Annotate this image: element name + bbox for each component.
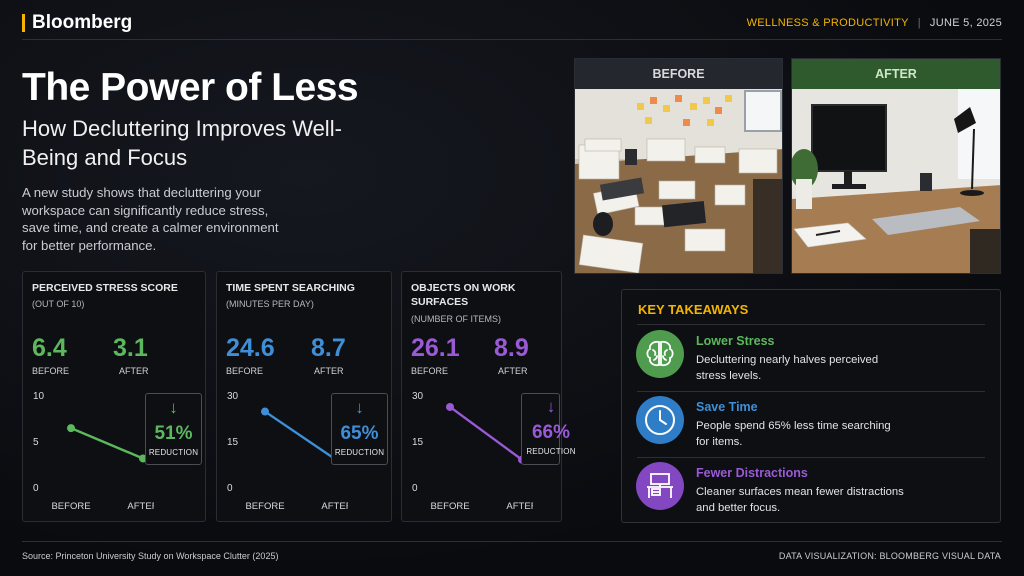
category-label[interactable]: WELLNESS & PRODUCTIVITY <box>746 17 909 29</box>
takeaway-heading: Fewer Distractions <box>696 466 808 480</box>
after-value: 3.1 <box>113 334 148 362</box>
publish-date: JUNE 5, 2025 <box>929 17 1002 29</box>
reduction-label: REDUCTION <box>334 448 385 457</box>
x-tick-label: AFTER <box>506 501 533 512</box>
before-caption: BEFORE <box>226 366 264 376</box>
header-meta: WELLNESS & PRODUCTIVITY | JUNE 5, 2025 <box>747 17 1002 29</box>
data-point <box>67 424 75 433</box>
reduction-label: REDUCTION <box>526 447 576 456</box>
card-unit: (MINUTES PER DAY) <box>226 299 314 309</box>
reduction-label: REDUCTION <box>148 448 199 457</box>
data-point <box>261 407 269 416</box>
before-photo-panel: BEFORE <box>574 58 783 274</box>
takeaway-heading: Save Time <box>696 400 758 414</box>
top-bar: Bloomberg WELLNESS & PRODUCTIVITY | JUNE 5… <box>22 10 1002 40</box>
y-tick-label: 10 <box>33 391 45 402</box>
page-title: The Power of Less <box>22 66 359 109</box>
stress-line-chart: 0 5 10 BEFORE AFTER <box>33 391 154 512</box>
objects-metric-card: OBJECTS ON WORK SURFACES (NUMBER OF ITEM… <box>401 271 575 522</box>
takeaway-lower-stress[interactable]: Lower Stress Decluttering nearly halves … <box>636 330 990 388</box>
after-value: 8.7 <box>311 334 346 362</box>
card-unit: (OUT OF 10) <box>32 299 85 309</box>
takeaway-heading: Lower Stress <box>696 334 775 348</box>
reduction-percent: 65% <box>340 423 379 444</box>
takeaway-fewer-distractions[interactable]: Fewer Distractions Cleaner surfaces mean… <box>636 462 990 520</box>
clean-desk-image <box>792 89 1000 273</box>
intro-paragraph: A new study shows that decluttering your… <box>22 185 279 253</box>
after-photo-panel: AFTER <box>791 58 1001 274</box>
divider <box>637 457 985 458</box>
after-value: 8.9 <box>494 334 529 362</box>
visualization-credit: DATA VISUALIZATION: BLOOMBERG VISUAL DAT… <box>778 551 1001 561</box>
series-line <box>70 427 144 460</box>
stress-metric-card: PERCEIVED STRESS SCORE (OUT OF 10) 6.4 3… <box>22 271 206 522</box>
cluttered-desk-image <box>575 89 782 273</box>
footer-divider <box>22 541 1002 542</box>
takeaway-text: Decluttering nearly halves perceived str… <box>696 354 879 382</box>
card-title: PERCEIVED STRESS SCORE <box>32 282 178 294</box>
after-caption: AFTER <box>119 366 149 376</box>
desk-icon <box>636 462 684 510</box>
takeaways-title: KEY TAKEAWAYS <box>638 302 749 317</box>
before-value: 26.1 <box>411 334 460 362</box>
y-tick-label: 5 <box>33 437 39 448</box>
header-separator: | <box>917 17 921 29</box>
y-tick-label: 0 <box>227 483 233 494</box>
card-unit: (NUMBER OF ITEMS) <box>411 314 501 324</box>
page-subtitle: How Decluttering Improves Well-Being and… <box>22 116 342 170</box>
clock-icon <box>636 396 684 444</box>
takeaway-text: Cleaner surfaces mean fewer distractions… <box>696 486 904 514</box>
reduction-box: ↓ 51% REDUCTION <box>145 393 202 465</box>
y-tick-label: 30 <box>227 391 239 402</box>
x-tick-label: AFTER <box>127 501 154 512</box>
before-value: 24.6 <box>226 334 275 362</box>
after-photo-label: AFTER <box>792 59 1000 89</box>
brand-accent-bar <box>22 14 25 32</box>
brain-icon <box>636 330 684 378</box>
down-arrow-icon: ↓ <box>355 398 364 417</box>
x-tick-label: BEFORE <box>430 501 469 512</box>
takeaway-text: People spend 65% less time searching for… <box>696 420 891 448</box>
objects-line-chart: 0 15 30 BEFORE AFTER <box>412 391 533 512</box>
y-tick-label: 0 <box>412 483 418 494</box>
card-title: TIME SPENT SEARCHING <box>226 282 355 294</box>
search-time-line-chart: 0 15 30 BEFORE AFTER <box>227 391 348 512</box>
series-line <box>449 405 523 461</box>
before-caption: BEFORE <box>411 366 449 376</box>
before-value: 6.4 <box>32 334 67 362</box>
y-tick-label: 15 <box>227 437 239 448</box>
brand-name: Bloomberg <box>32 12 133 33</box>
takeaway-save-time[interactable]: Save Time People spend 65% less time sea… <box>636 396 990 454</box>
reduction-percent: 51% <box>154 423 193 444</box>
down-arrow-icon: ↓ <box>169 398 178 417</box>
x-tick-label: BEFORE <box>245 501 284 512</box>
reduction-percent: 66% <box>531 422 571 443</box>
after-caption: AFTER <box>498 366 528 376</box>
source-note: Source: Princeton University Study on Wo… <box>22 551 279 561</box>
down-arrow-icon: ↓ <box>546 397 556 416</box>
reduction-content: ↓ 66% REDUCTION <box>521 393 581 465</box>
y-tick-label: 15 <box>412 437 424 448</box>
divider <box>637 324 985 325</box>
reduction-box <box>521 393 560 465</box>
data-point <box>446 402 454 411</box>
reduction-box: ↓ 65% REDUCTION <box>331 393 388 465</box>
before-photo-label: BEFORE <box>575 59 782 89</box>
before-caption: BEFORE <box>32 366 70 376</box>
y-tick-label: 30 <box>412 391 424 402</box>
key-takeaways-panel: KEY TAKEAWAYS Lower Stress Decluttering … <box>621 289 1001 523</box>
after-caption: AFTER <box>314 366 344 376</box>
x-tick-label: AFTER <box>321 501 348 512</box>
x-tick-label: BEFORE <box>51 501 90 512</box>
divider <box>637 391 985 392</box>
series-line <box>264 410 338 462</box>
brand-logo[interactable]: Bloomberg <box>22 12 132 34</box>
search-time-metric-card: TIME SPENT SEARCHING (MINUTES PER DAY) 2… <box>216 271 392 522</box>
y-tick-label: 0 <box>33 483 39 494</box>
card-title: OBJECTS ON WORK SURFACES <box>411 282 516 308</box>
